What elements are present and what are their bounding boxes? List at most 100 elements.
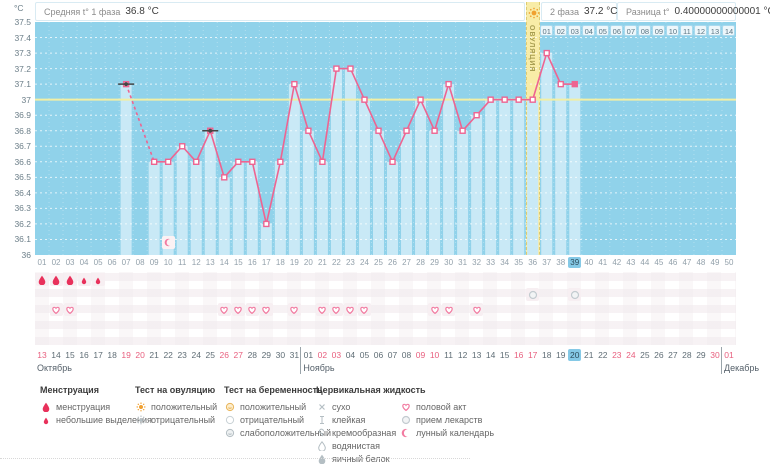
cycle-day-cell[interactable]: 11: [178, 258, 187, 267]
calendar-date-cell[interactable]: 24: [626, 350, 636, 360]
calendar-date-cell[interactable]: 16: [79, 350, 89, 360]
cycle-day-cell[interactable]: 45: [654, 258, 664, 267]
cycle-day-cell[interactable]: 32: [472, 258, 482, 267]
calendar-date-cell[interactable]: 17: [527, 350, 538, 360]
calendar-date-cell[interactable]: 29: [261, 350, 272, 360]
cycle-day-cell[interactable]: 28: [416, 258, 425, 267]
cycle-day-cell[interactable]: 41: [598, 258, 608, 267]
calendar-date-cell[interactable]: 22: [598, 350, 608, 360]
calendar-date-cell[interactable]: 28: [247, 350, 258, 360]
cycle-day-cell[interactable]: 23: [345, 258, 355, 267]
heart-marker[interactable]: [245, 303, 259, 316]
heart-marker[interactable]: [470, 303, 484, 316]
calendar-date-cell[interactable]: 12: [457, 350, 468, 360]
chart-area[interactable]: [35, 22, 736, 255]
cycle-day-cell[interactable]: 36: [528, 258, 538, 267]
calendar-date-cell[interactable]: 07: [387, 350, 398, 360]
heart-marker[interactable]: [343, 303, 357, 316]
cycle-day-cell[interactable]: 13: [205, 258, 215, 267]
cycle-day-cell[interactable]: 18: [275, 258, 285, 267]
cycle-day-cell[interactable]: 03: [65, 258, 75, 267]
heart-marker[interactable]: [49, 303, 63, 316]
cycle-day-cell[interactable]: 09: [149, 258, 159, 267]
cycle-day-cell[interactable]: 10: [163, 258, 173, 267]
calendar-date-cell[interactable]: 25: [205, 350, 215, 360]
calendar-date-cell[interactable]: 21: [149, 350, 159, 360]
calendar-date-cell[interactable]: 17: [93, 350, 103, 360]
cycle-day-cell[interactable]: 49: [710, 258, 720, 267]
heart-marker[interactable]: [63, 303, 77, 316]
cycle-day-cell[interactable]: 44: [640, 258, 650, 267]
cycle-day-cell[interactable]: 22: [331, 258, 341, 267]
cycle-day-cell[interactable]: 15: [233, 258, 243, 267]
cycle-day-cell[interactable]: 07: [121, 258, 131, 267]
calendar-date-cell[interactable]: 16: [513, 350, 524, 360]
cycle-day-cell[interactable]: 27: [402, 258, 411, 267]
cycle-day-cell[interactable]: 42: [612, 258, 622, 267]
cycle-day-cell[interactable]: 35: [514, 258, 524, 267]
calendar-date-cell[interactable]: 15: [499, 350, 510, 360]
calendar-date-cell[interactable]: 15: [65, 350, 75, 360]
cycle-day-cell[interactable]: 20: [303, 258, 313, 267]
calendar-date-cell[interactable]: 19: [556, 350, 566, 360]
heart-marker[interactable]: [428, 303, 442, 316]
cycle-day-cell[interactable]: 38: [556, 258, 566, 267]
cycle-day-cell[interactable]: 21: [317, 258, 327, 267]
cycle-day-cell[interactable]: 25: [374, 258, 383, 267]
calendar-date-cell[interactable]: 30: [710, 350, 720, 360]
calendar-date-cell[interactable]: 01: [303, 350, 314, 360]
heart-marker[interactable]: [329, 303, 343, 316]
calendar-date-cell[interactable]: 13: [37, 350, 47, 360]
cycle-day-cell[interactable]: 02: [51, 258, 61, 267]
heart-marker[interactable]: [287, 303, 301, 316]
calendar-date-cell[interactable]: 02: [317, 350, 328, 360]
cycle-day-cell[interactable]: 31: [458, 258, 468, 267]
calendar-date-cell[interactable]: 29: [696, 350, 706, 360]
heart-marker[interactable]: [315, 303, 329, 316]
cycle-day-cell[interactable]: 33: [486, 258, 496, 267]
cycle-day-cell[interactable]: 19: [289, 258, 299, 267]
calendar-date-cell[interactable]: 23: [612, 350, 622, 360]
cycle-day-cell[interactable]: 16: [247, 258, 257, 267]
cycle-day-cell[interactable]: 39: [568, 257, 582, 269]
calendar-date-cell[interactable]: 11: [444, 350, 453, 360]
cycle-day-cell[interactable]: 08: [135, 258, 145, 267]
calendar-date-cell[interactable]: 20: [135, 350, 145, 360]
pill-marker[interactable]: [568, 288, 582, 301]
cycle-day-cell[interactable]: 14: [219, 258, 229, 267]
calendar-date-cell[interactable]: 13: [471, 350, 482, 360]
calendar-date-cell[interactable]: 31: [289, 350, 300, 360]
cycle-day-cell[interactable]: 30: [444, 258, 454, 267]
cycle-day-cell[interactable]: 34: [500, 258, 510, 267]
cycle-day-cell[interactable]: 47: [682, 258, 692, 267]
cycle-day-cell[interactable]: 46: [668, 258, 678, 267]
cycle-day-cell[interactable]: 48: [696, 258, 706, 267]
calendar-date-cell[interactable]: 21: [584, 350, 594, 360]
cycle-day-cell[interactable]: 01: [37, 258, 47, 267]
heart-marker[interactable]: [442, 303, 456, 316]
drop-marker[interactable]: [35, 273, 49, 286]
calendar-date-cell[interactable]: 22: [163, 350, 173, 360]
cycle-day-cell[interactable]: 17: [261, 258, 271, 267]
cycle-day-cell[interactable]: 37: [542, 258, 552, 267]
calendar-date-cell[interactable]: 05: [359, 350, 370, 360]
calendar-date-cell[interactable]: 14: [51, 350, 61, 360]
calendar-date-cell[interactable]: 06: [373, 350, 384, 360]
heart-marker[interactable]: [231, 303, 245, 316]
calendar-date-cell[interactable]: 18: [107, 350, 117, 360]
calendar-date-cell[interactable]: 27: [233, 350, 243, 360]
cycle-day-cell[interactable]: 05: [93, 258, 103, 267]
calendar-date-cell[interactable]: 01: [724, 350, 734, 360]
cycle-day-cell[interactable]: 04: [79, 258, 89, 267]
heart-marker[interactable]: [357, 303, 371, 316]
calendar-date-cell[interactable]: 10: [429, 350, 440, 360]
calendar-date-cell[interactable]: 19: [121, 350, 131, 360]
calendar-date-cell[interactable]: 28: [682, 350, 692, 360]
cycle-day-cell[interactable]: 43: [626, 258, 636, 267]
drop-small-marker[interactable]: [91, 273, 105, 286]
calendar-date-cell[interactable]: 18: [541, 350, 552, 360]
lunar-marker[interactable]: [161, 236, 175, 249]
drop-marker[interactable]: [49, 273, 63, 286]
calendar-date-cell[interactable]: 26: [219, 350, 229, 360]
pill-marker[interactable]: [526, 288, 540, 301]
